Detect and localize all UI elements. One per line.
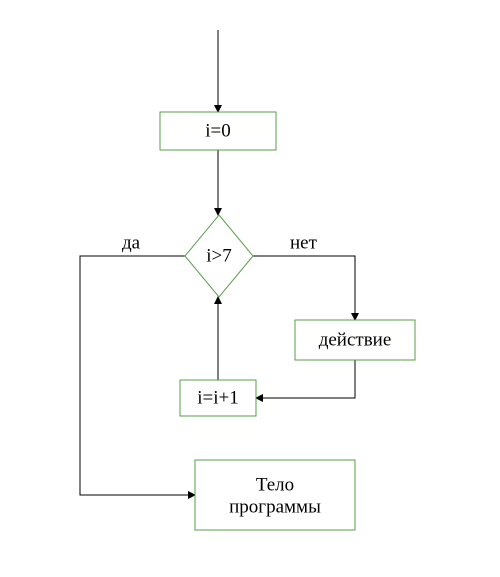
- node-increment-label: i=i+1: [197, 387, 239, 408]
- node-body: Тело программы: [195, 460, 355, 530]
- node-init-label: i=0: [205, 120, 231, 141]
- edge-cond-no: [253, 256, 355, 320]
- edge-action-to-inc: [256, 360, 355, 398]
- flowchart-canvas: да нет i=0 i>7 действие i=i+1 Тело прогр…: [0, 0, 500, 577]
- node-cond-label: i>7: [206, 245, 232, 266]
- node-action-label: действие: [319, 329, 392, 350]
- node-increment: i=i+1: [180, 380, 256, 416]
- label-no: нет: [290, 232, 318, 253]
- node-body-label-1: Тело: [256, 474, 294, 495]
- node-body-label-2: программы: [229, 496, 321, 517]
- node-cond: i>7: [185, 215, 253, 297]
- node-action: действие: [295, 320, 415, 360]
- node-init: i=0: [160, 112, 276, 150]
- edge-cond-yes: [80, 256, 195, 495]
- label-yes: да: [122, 232, 141, 253]
